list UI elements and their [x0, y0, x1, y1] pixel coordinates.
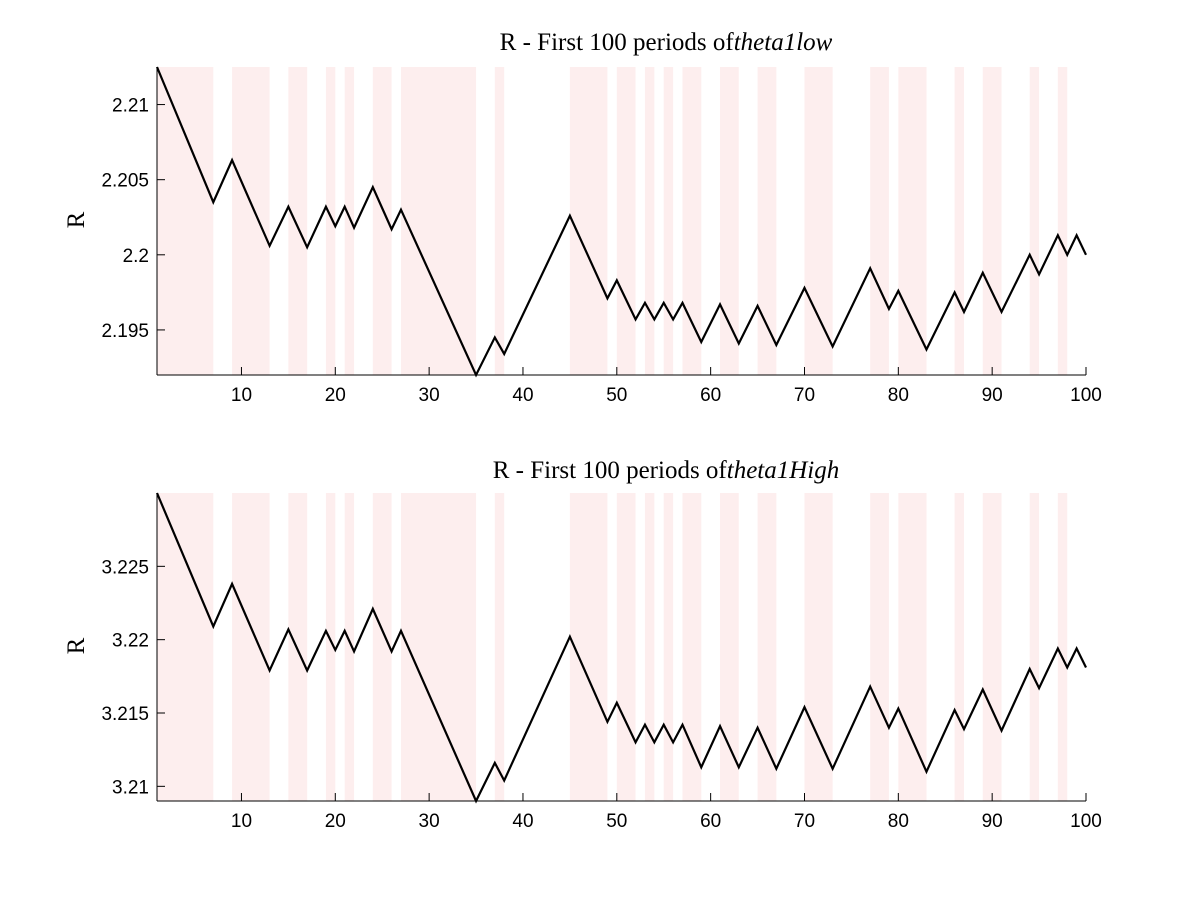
- shaded-region: [804, 67, 833, 375]
- shaded-region: [870, 493, 889, 801]
- shaded-regions-bottom: [157, 493, 1068, 801]
- chart-panel-top: R - First 100 periods oftheta1low R 2.19…: [63, 29, 1102, 406]
- shaded-region: [757, 493, 777, 801]
- shaded-region: [157, 493, 214, 801]
- x-tick-label: 60: [700, 385, 721, 406]
- shaded-region: [982, 493, 1002, 801]
- chart-title-prefix: R - First 100 periods of: [500, 29, 735, 56]
- shaded-region: [898, 67, 927, 375]
- y-axis-label-bottom: R: [63, 637, 90, 654]
- shaded-region: [400, 493, 477, 801]
- shaded-region: [494, 493, 505, 801]
- shaded-region: [954, 493, 965, 801]
- x-tick-label: 70: [794, 385, 815, 406]
- series-line: [155, 66, 1087, 378]
- shaded-region: [1029, 493, 1040, 801]
- y-tick-label: 3.225: [101, 557, 149, 578]
- series-line-group-top: [155, 66, 1087, 378]
- shaded-region: [804, 493, 833, 801]
- shaded-region: [682, 67, 702, 375]
- shaded-region: [720, 67, 739, 375]
- x-tick-label: 50: [606, 385, 627, 406]
- series-line: [155, 492, 1087, 804]
- x-tick-label: 30: [419, 385, 440, 406]
- shaded-region: [325, 493, 336, 801]
- x-tick-label: 100: [1070, 385, 1102, 406]
- x-tick-label: 40: [512, 385, 533, 406]
- x-tick-label: 80: [888, 811, 909, 832]
- x-tick-label: 90: [982, 811, 1003, 832]
- series-line-group-bottom: [155, 492, 1087, 804]
- shaded-region: [644, 493, 655, 801]
- shaded-region: [288, 67, 308, 375]
- x-tick-label: 40: [512, 811, 533, 832]
- y-tick-label: 3.22: [112, 631, 149, 652]
- x-tick-label: 10: [231, 385, 252, 406]
- shaded-region: [372, 67, 392, 375]
- y-tick-label: 2.21: [112, 96, 149, 117]
- shaded-regions-top: [157, 67, 1068, 375]
- x-tick-label: 10: [231, 811, 252, 832]
- y-ticks-top: 2.195 2.2 2.205 2.21: [101, 96, 165, 376]
- y-tick-label: 2.195: [101, 321, 149, 342]
- x-tick-label: 80: [888, 385, 909, 406]
- x-ticks-top: 10 20 30 40 50 60 70 80 90 100: [231, 367, 1102, 406]
- x-tick-label: 20: [325, 385, 346, 406]
- y-tick-label: 3.215: [101, 704, 149, 725]
- shaded-region: [682, 493, 702, 801]
- shaded-region: [325, 67, 336, 375]
- shaded-region: [569, 67, 608, 375]
- y-tick-label: 3.21: [112, 777, 149, 798]
- shaded-region: [644, 67, 655, 375]
- shaded-region: [616, 67, 636, 375]
- x-tick-label: 30: [419, 811, 440, 832]
- shaded-region: [400, 67, 477, 375]
- shaded-region: [1057, 67, 1068, 375]
- shaded-region: [954, 67, 965, 375]
- chart-panel-bottom: R - First 100 periods oftheta1High R 3.2…: [63, 457, 1102, 832]
- shaded-region: [616, 493, 636, 801]
- y-tick-label: 2.2: [123, 246, 149, 267]
- y-ticks-bottom: 3.21 3.215 3.22 3.225: [101, 557, 165, 802]
- x-tick-label: 100: [1070, 811, 1102, 832]
- shaded-region: [494, 67, 505, 375]
- shaded-region: [157, 67, 214, 375]
- shaded-region: [870, 67, 889, 375]
- shaded-region: [898, 493, 927, 801]
- x-tick-label: 20: [325, 811, 346, 832]
- shaded-region: [757, 67, 777, 375]
- x-tick-label: 50: [606, 811, 627, 832]
- shaded-region: [1057, 493, 1068, 801]
- chart-title-bottom: R - First 100 periods oftheta1High: [493, 457, 840, 484]
- chart-title-prefix: R - First 100 periods of: [493, 457, 728, 484]
- y-axis-label-top: R: [63, 211, 90, 228]
- shaded-region: [344, 493, 355, 801]
- x-tick-label: 90: [982, 385, 1003, 406]
- shaded-region: [569, 493, 608, 801]
- y-tick-label: 2.205: [101, 171, 149, 192]
- shaded-region: [1029, 67, 1040, 375]
- shaded-region: [232, 493, 270, 801]
- axes-top: [156, 67, 1086, 376]
- axes-bottom: [156, 493, 1086, 802]
- shaded-region: [663, 493, 674, 801]
- shaded-region: [982, 67, 1002, 375]
- shaded-region: [344, 67, 355, 375]
- shaded-region: [372, 493, 392, 801]
- shaded-region: [232, 67, 270, 375]
- x-ticks-bottom: 10 20 30 40 50 60 70 80 90 100: [231, 793, 1102, 832]
- shaded-region: [663, 67, 674, 375]
- chart-title-variable: theta1low: [734, 29, 833, 56]
- chart-title-variable: theta1High: [727, 457, 840, 484]
- x-tick-label: 60: [700, 811, 721, 832]
- x-tick-label: 70: [794, 811, 815, 832]
- shaded-region: [288, 493, 308, 801]
- chart-title-top: R - First 100 periods oftheta1low: [500, 29, 833, 56]
- shaded-region: [720, 493, 739, 801]
